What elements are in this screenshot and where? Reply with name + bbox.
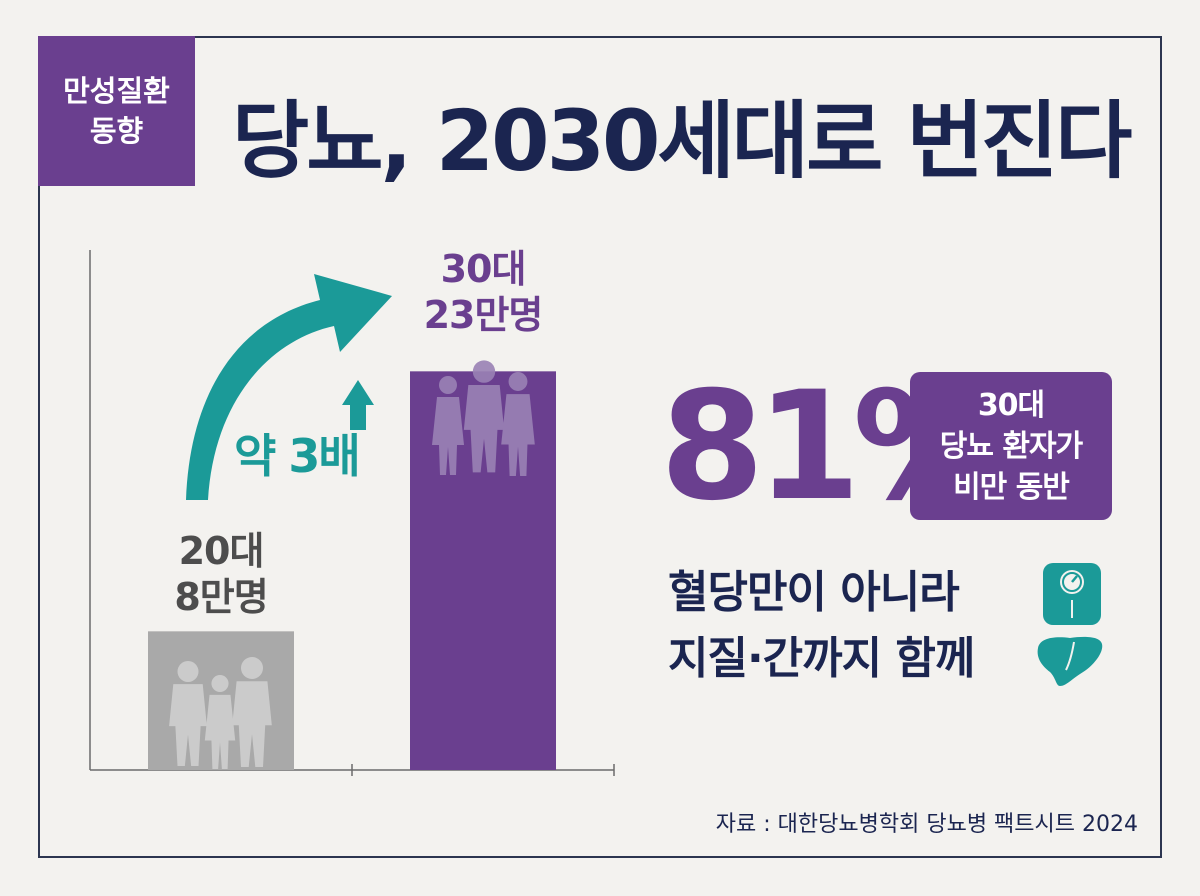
category-label: 30대 [440, 247, 527, 291]
value-label: 23만명 [423, 293, 544, 337]
category-tag-line2: 동향 [89, 114, 144, 148]
stat-box-line: 당뇨 환자가 [939, 428, 1083, 464]
growth-arrow-icon [186, 274, 392, 500]
bar-label-30s: 30대 23만명 [408, 246, 558, 338]
stat-box-line: 30대 [977, 387, 1045, 423]
note-text: 혈당만이 아니라 지질·간까지 함께 [668, 560, 975, 692]
scale-icon [1043, 563, 1101, 625]
category-label: 20대 [178, 529, 265, 573]
category-tag-line1: 만성질환 [63, 74, 170, 108]
bar-label-20s: 20대 8만명 [148, 528, 294, 620]
category-tag: 만성질환 동향 [38, 36, 195, 186]
liver-icon [1037, 636, 1103, 686]
page-title: 당뇨, 2030세대로 번진다 [232, 92, 1132, 190]
note-line2: 지질·간까지 함께 [668, 633, 975, 684]
growth-annotation: 약 3배 [234, 429, 361, 483]
card-frame [38, 36, 1162, 858]
stat-box: 30대 당뇨 환자가 비만 동반 [910, 372, 1112, 520]
source-text: 자료 : 대한당뇨병학회 당뇨병 팩트시트 2024 [715, 812, 1138, 837]
note-line1: 혈당만이 아니라 [668, 567, 960, 618]
up-arrow-icon [342, 380, 374, 430]
value-label: 8만명 [174, 575, 268, 619]
stat-box-line: 비만 동반 [953, 469, 1070, 505]
